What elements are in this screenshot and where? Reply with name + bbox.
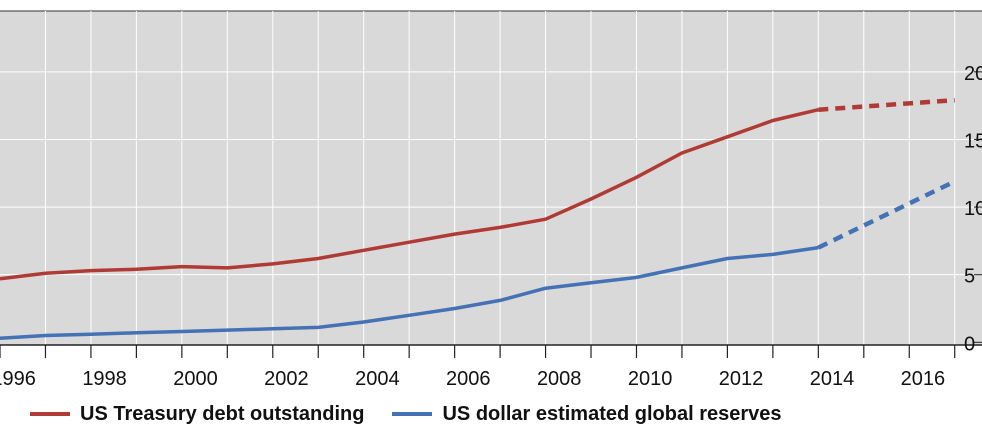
x-tick-label: 2002 <box>264 368 309 390</box>
legend-swatch-reserves <box>392 412 433 416</box>
gridlines <box>0 11 982 345</box>
x-tick-label: 2004 <box>355 368 400 390</box>
y-tick-label: 15 <box>964 130 982 152</box>
y-tick-label: 5 <box>964 266 975 288</box>
series-projection-0 <box>818 97 955 112</box>
x-tick-label: 2008 <box>537 368 582 390</box>
legend-label-reserves: US dollar estimated global reserves <box>442 402 782 425</box>
x-tick-label: 2016 <box>901 368 946 390</box>
y-tick-label: 10 <box>964 198 982 220</box>
x-tick-label: 2006 <box>446 368 491 390</box>
legend-item-treasury: US Treasury debt outstanding <box>30 403 364 426</box>
x-tick-label: 2012 <box>719 368 764 390</box>
y-tick-label: 20 <box>964 63 982 85</box>
x-tick-label: 2014 <box>810 368 855 390</box>
legend-swatch-treasury <box>30 412 70 416</box>
y-axis: 0 5 10 15 20 <box>964 63 982 355</box>
series-layer <box>0 97 956 340</box>
series-line-0 <box>0 107 819 281</box>
legend-label-treasury: US Treasury debt outstanding <box>80 402 365 425</box>
chart: 1996199820002002200420062008201020122014… <box>0 10 982 390</box>
legend-item-reserves: US dollar estimated global reserves <box>392 402 782 426</box>
x-tick-label: 2000 <box>173 368 218 390</box>
x-tick-label: 1998 <box>82 368 127 390</box>
y-tick-label: 0 <box>964 333 975 355</box>
series-line-1 <box>0 245 819 340</box>
plot-background <box>0 11 982 345</box>
legend: US Treasury debt outstanding US dollar e… <box>30 401 810 427</box>
series-projection-1 <box>817 179 956 250</box>
x-tick-label: 1996 <box>0 368 36 390</box>
x-tick-label: 2010 <box>628 368 673 390</box>
x-axis: 1996 1998 2000 2002 2004 2006 2008 2010 2012 2014… <box>0 344 982 390</box>
